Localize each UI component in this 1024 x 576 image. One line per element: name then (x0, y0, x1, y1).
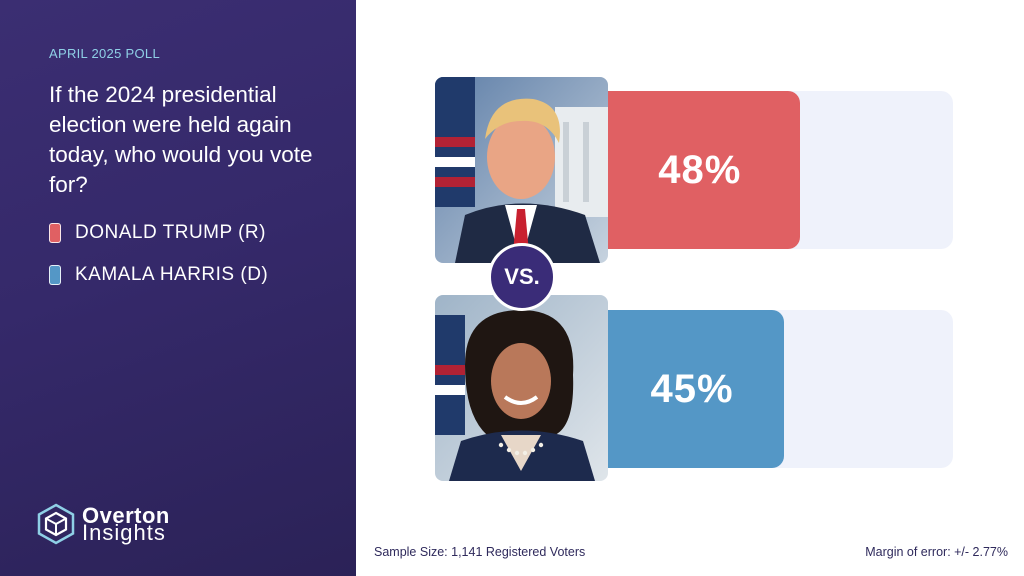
bar-value-label-trump: 48% (658, 147, 742, 192)
legend-label-harris: KAMALA HARRIS (D) (75, 264, 269, 285)
bar-harris: 45% (600, 310, 785, 468)
legend-swatch-harris (49, 265, 61, 285)
sidebar: APRIL 2025 POLL If the 2024 presidential… (0, 0, 356, 576)
portrait-harris (435, 295, 608, 481)
portrait-trump (435, 77, 608, 263)
logo-line-2: Insights (82, 520, 166, 545)
bar-trump: 48% (600, 91, 800, 249)
poll-date-label: APRIL 2025 POLL (49, 46, 160, 61)
legend: DONALD TRUMP (R) KAMALA HARRIS (D) (49, 222, 268, 306)
logo-line-1: Overton (82, 503, 170, 528)
logo-wordmark: Overton Insights (82, 503, 170, 545)
vs-badge: VS. (488, 243, 556, 311)
legend-item-harris: KAMALA HARRIS (D) (49, 264, 268, 286)
legend-label-trump: DONALD TRUMP (R) (75, 222, 266, 243)
legend-swatch-trump (49, 223, 61, 243)
bar-value-label-harris: 45% (650, 366, 734, 411)
sample-size-note: Sample Size: 1,141 Registered Voters (374, 545, 586, 559)
portrait-trump-image (435, 77, 608, 263)
overton-insights-logo: Overton Insights (36, 503, 170, 545)
portrait-harris-image (435, 295, 608, 481)
legend-item-trump: DONALD TRUMP (R) (49, 222, 268, 244)
poll-question: If the 2024 presidential election were h… (49, 82, 313, 197)
margin-of-error-note: Margin of error: +/- 2.77% (865, 545, 1008, 559)
hexagon-logo-icon (37, 503, 75, 545)
